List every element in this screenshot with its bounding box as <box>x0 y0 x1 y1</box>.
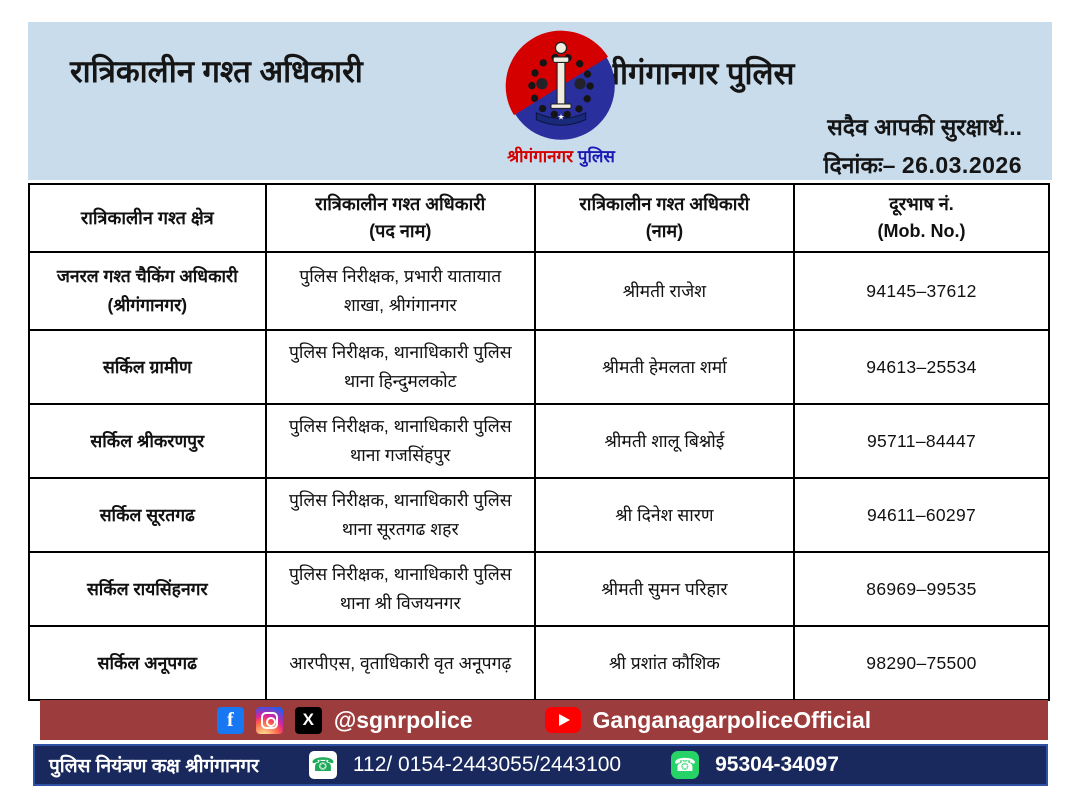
cell-mobile: 95711–84447 <box>792 403 1051 479</box>
table-row: सर्किल ग्रामीण पुलिस निरीक्षक, थानाधिकार… <box>28 329 1051 405</box>
column-header-mobile: दूरभाष नं. (Mob. No.) <box>792 183 1051 253</box>
instagram-icon <box>255 706 283 734</box>
table-row: जनरल गश्त चैकिंग अधिकारी (श्रीगंगानगर) प… <box>28 251 1051 331</box>
cell-designation: पुलिस निरीक्षक, थानाधिकारी पुलिस थाना गज… <box>264 403 536 479</box>
column-header-designation: रात्रिकालीन गश्त अधिकारी (पद नाम) <box>264 183 536 253</box>
police-logo: ★ श्रीगंगानगर पुलिस <box>486 30 636 198</box>
cell-name: श्रीमती सुमन परिहार <box>533 551 795 627</box>
control-room-label: पुलिस नियंत्रण कक्ष श्रीगंगानगर <box>49 756 259 777</box>
cell-area: सर्किल ग्रामीण <box>28 329 267 405</box>
cell-designation: आरपीएस, वृताधिकारी वृत अनूपगढ़ <box>264 625 536 701</box>
header-panel: रात्रिकालीन गश्त अधिकारी श्रीगंगानगर पुल… <box>28 22 1052 180</box>
column-header-text: (Mob. No.) <box>877 221 966 241</box>
instagram-lens <box>260 711 278 729</box>
youtube-icon <box>544 707 581 733</box>
column-header-area: रात्रिकालीन गश्त क्षेत्र <box>28 183 267 253</box>
org-title: श्रीगंगानगर पुलिस <box>598 56 795 91</box>
table-row: सर्किल रायसिंहनगर पुलिस निरीक्षक, थानाधि… <box>28 551 1051 627</box>
svg-text:★: ★ <box>557 113 564 122</box>
date-value: 26.03.2026 <box>901 152 1022 178</box>
column-header-text: (पद नाम) <box>369 221 432 241</box>
police-crest-icon: ★ <box>505 30 615 140</box>
cell-area: सर्किल रायसिंहनगर <box>28 551 267 627</box>
cell-mobile: 86969–99535 <box>792 551 1051 627</box>
cell-name: श्रीमती हेमलता शर्मा <box>533 329 795 405</box>
logo-caption-police: पुलिस <box>573 147 615 166</box>
cell-name: श्रीमती शालू बिश्नोई <box>533 403 795 479</box>
cell-name: श्री प्रशांत कौशिक <box>533 625 795 701</box>
cell-area: जनरल गश्त चैकिंग अधिकारी (श्रीगंगानगर) <box>28 251 267 331</box>
column-header-text: (नाम) <box>645 221 684 241</box>
social-handle: @sgnrpolice <box>333 706 473 733</box>
column-header-text: रात्रिकालीन गश्त क्षेत्र <box>80 207 214 228</box>
page-title: रात्रिकालीन गश्त अधिकारी <box>70 54 363 89</box>
cell-mobile: 98290–75500 <box>792 625 1051 701</box>
table-header-row: रात्रिकालीन गश्त क्षेत्र रात्रिकालीन गश्… <box>28 183 1051 253</box>
table-row: सर्किल श्रीकरणपुर पुलिस निरीक्षक, थानाधि… <box>28 403 1051 479</box>
cell-name: श्री दिनेश सारण <box>533 477 795 553</box>
column-header-text: रात्रिकालीन गश्त अधिकारी <box>579 194 750 214</box>
social-media-bar: f X @sgnrpolice GanganagarpoliceOfficial <box>40 700 1048 740</box>
cell-designation: पुलिस निरीक्षक, थानाधिकारी पुलिस थाना सू… <box>264 477 536 553</box>
cell-name: श्रीमती राजेश <box>533 251 795 331</box>
cell-area: सर्किल सूरतगढ <box>28 477 267 553</box>
cell-designation: पुलिस निरीक्षक, प्रभारी यातायात शाखा, श्… <box>264 251 536 331</box>
logo-caption-city: श्रीगंगानगर <box>507 147 574 166</box>
control-room-bar: पुलिस नियंत्रण कक्ष श्रीगंगानगर ☎ 112/ 0… <box>33 744 1048 786</box>
column-header-name: रात्रिकालीन गश्त अधिकारी (नाम) <box>533 183 795 253</box>
cell-mobile: 94611–60297 <box>792 477 1051 553</box>
table-row: सर्किल अनूपगढ आरपीएस, वृताधिकारी वृत अनू… <box>28 625 1051 701</box>
cell-area: सर्किल श्रीकरणपुर <box>28 403 267 479</box>
date-line: दिनांकः– 26.03.2026 <box>823 148 1022 180</box>
column-header-text: रात्रिकालीन गश्त अधिकारी <box>315 194 486 214</box>
cell-mobile: 94613–25534 <box>792 329 1051 405</box>
whatsapp-number: 95304-34097 <box>715 753 839 776</box>
cell-designation: पुलिस निरीक्षक, थानाधिकारी पुलिस थाना श्… <box>264 551 536 627</box>
facebook-icon: f <box>216 706 244 734</box>
cell-mobile: 94145–37612 <box>792 251 1051 331</box>
patrol-roster-table: रात्रिकालीन गश्त क्षेत्र रात्रिकालीन गश्… <box>28 183 1051 701</box>
date-label: दिनांकः– <box>823 152 902 178</box>
column-header-text: दूरभाष नं. <box>889 194 954 214</box>
x-twitter-icon: X <box>294 706 322 734</box>
youtube-handle: GanganagarpoliceOfficial <box>592 706 872 733</box>
logo-caption: श्रीगंगानगर पुलिस <box>486 144 636 167</box>
whatsapp-icon: ☎ <box>671 751 700 779</box>
table-row: सर्किल सूरतगढ पुलिस निरीक्षक, थानाधिकारी… <box>28 477 1051 553</box>
cell-designation: पुलिस निरीक्षक, थानाधिकारी पुलिस थाना हि… <box>264 329 536 405</box>
cell-area: सर्किल अनूपगढ <box>28 625 267 701</box>
tagline: सदैव आपकी सुरक्षार्थ... <box>827 114 1022 140</box>
phone-icon: ☎ <box>308 751 337 779</box>
control-room-numbers: 112/ 0154-2443055/2443100 <box>352 753 622 776</box>
